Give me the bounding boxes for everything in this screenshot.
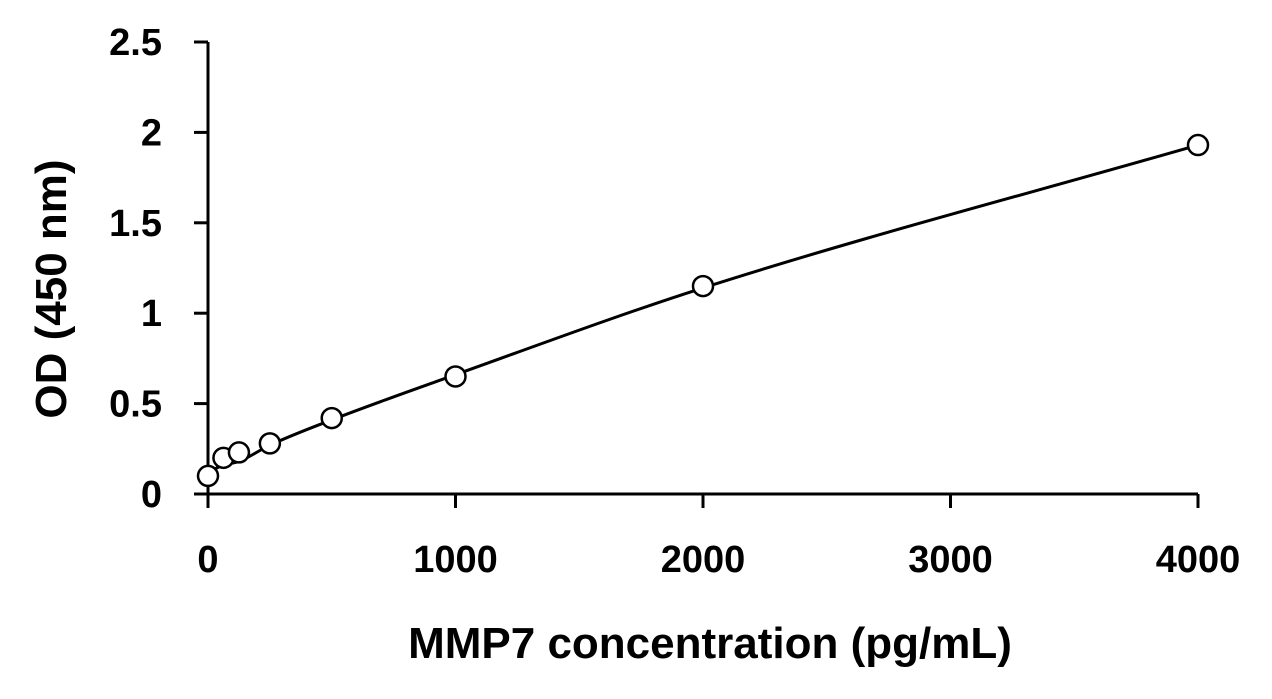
- y-tick-label: 0: [141, 474, 162, 516]
- x-tick-label: 1000: [413, 539, 498, 581]
- data-point: [691, 274, 715, 298]
- x-tick-label: 2000: [661, 539, 746, 581]
- x-tick-label: 0: [197, 539, 218, 581]
- data-points: [196, 133, 1210, 488]
- data-point: [227, 441, 251, 464]
- x-ticks: 0 1000 2000 3000 4000: [197, 494, 1240, 581]
- y-tick-label: 1.5: [109, 203, 162, 245]
- data-point: [1186, 133, 1210, 157]
- y-tick-label: 2: [141, 112, 162, 154]
- x-tick-label: 4000: [1156, 539, 1241, 581]
- x-tick-label: 3000: [908, 539, 993, 581]
- y-ticks: 0 0.5 1 1.5 2 2.5: [109, 22, 208, 516]
- data-point: [196, 464, 220, 488]
- y-tick-label: 0.5: [109, 384, 162, 426]
- fit-curve: [207, 143, 1199, 474]
- y-tick-label: 2.5: [109, 22, 162, 64]
- y-axis-title: OD (450 nm): [27, 159, 76, 418]
- x-axis-title: MMP7 concentration (pg/mL): [408, 619, 1012, 668]
- data-point: [444, 365, 467, 388]
- data-point: [320, 406, 343, 430]
- axes: [206, 42, 1198, 496]
- data-point: [258, 432, 282, 455]
- y-tick-label: 1: [141, 293, 162, 335]
